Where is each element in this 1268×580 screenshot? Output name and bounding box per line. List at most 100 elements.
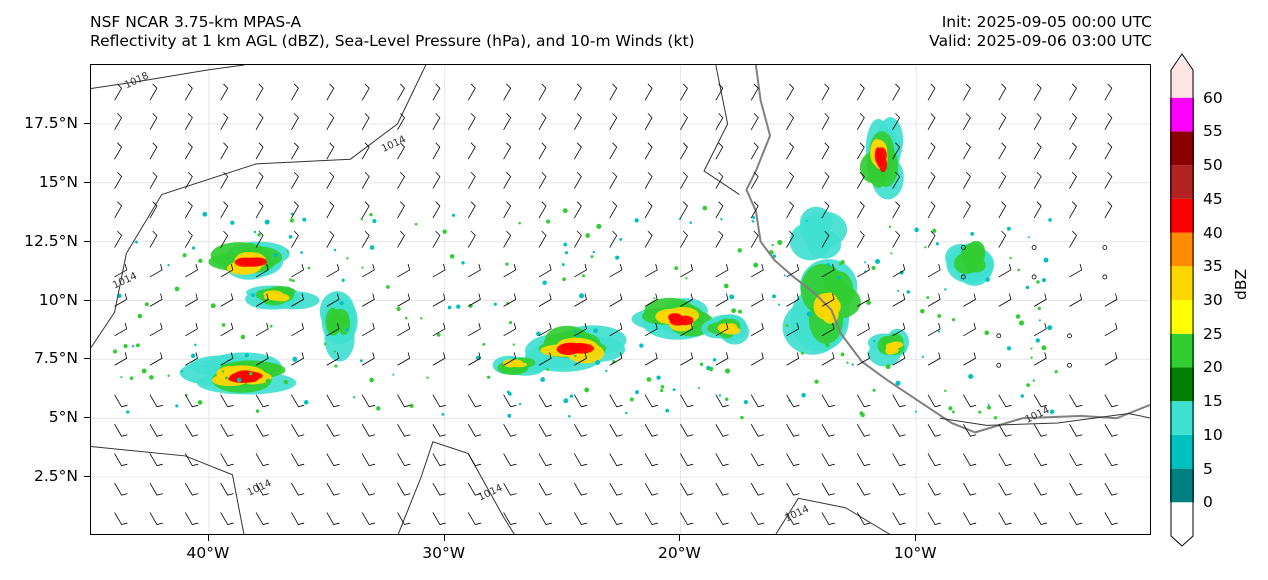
wind-barb — [397, 352, 411, 366]
wind-barb — [644, 352, 658, 366]
wind-barb — [114, 83, 123, 101]
wind-barb — [1033, 83, 1042, 101]
echo-speck — [194, 343, 197, 347]
wind-barb — [220, 171, 229, 189]
reflectivity-cell — [631, 297, 715, 340]
echo-speck — [993, 416, 998, 420]
wind-barb — [680, 171, 688, 189]
wind-barb — [821, 171, 830, 189]
wind-barb — [856, 142, 865, 160]
wind-barb — [963, 83, 971, 101]
wind-barb — [715, 142, 724, 160]
colorbar-tick-label: 60 — [1203, 88, 1223, 107]
wind-barb — [715, 171, 724, 189]
wind-barb — [750, 322, 764, 337]
wind-barb — [892, 83, 901, 101]
echo-speck — [1025, 285, 1030, 290]
wind-barb — [1033, 142, 1042, 160]
wind-barb — [220, 453, 234, 467]
reflectivity-cell — [208, 241, 290, 280]
echo-speck — [800, 351, 804, 355]
echo-speck — [191, 246, 196, 250]
wind-barb — [220, 113, 229, 130]
colorbar-segment — [1170, 300, 1194, 334]
wind-barb — [255, 423, 269, 437]
wind-barb — [715, 423, 729, 437]
wind-barb — [750, 264, 764, 278]
echo-speck — [967, 267, 973, 272]
echo-speck — [536, 331, 541, 337]
wind-barb — [609, 142, 618, 160]
wind-barb — [609, 352, 623, 366]
reflectivity-patch — [724, 323, 738, 334]
wind-barb — [1033, 201, 1042, 219]
wind-barb — [114, 394, 128, 408]
echo-speck — [860, 412, 865, 418]
wind-barb — [609, 264, 623, 278]
scattered-echoes — [112, 205, 1058, 420]
wind-barb — [998, 171, 1007, 189]
wind-barb — [114, 512, 128, 526]
wind-barb — [468, 352, 481, 366]
wind-barb — [149, 453, 163, 467]
wind-barb — [857, 293, 870, 307]
echo-speck — [456, 304, 461, 309]
wind-barb — [220, 293, 234, 307]
wind-barb — [857, 264, 870, 278]
wind-barb — [963, 352, 976, 366]
wind-barb — [609, 201, 618, 219]
isobar-label: 1014 — [380, 134, 408, 155]
latitude-tick-label: 10°N — [38, 290, 78, 309]
wind-barb — [644, 264, 658, 278]
wind-barb — [291, 394, 305, 408]
wind-barb — [538, 482, 552, 496]
wind-barb — [255, 352, 269, 366]
wind-barb — [1069, 230, 1077, 248]
echo-speck — [625, 411, 628, 415]
echo-speck — [255, 409, 260, 413]
wind-barb — [715, 230, 724, 248]
echo-speck — [772, 254, 777, 258]
wind-barb — [397, 230, 406, 248]
wind-barb — [1104, 453, 1118, 467]
wind-barb — [538, 83, 547, 101]
coastline — [745, 65, 1150, 434]
echo-speck — [639, 343, 644, 348]
echo-speck — [1030, 356, 1033, 359]
wind-barb — [326, 423, 340, 437]
echo-speck — [708, 366, 714, 372]
wind-barb — [397, 394, 411, 408]
wind-barb — [715, 83, 724, 101]
echo-speck — [449, 254, 455, 259]
echo-speck — [345, 328, 349, 332]
isobar-line — [91, 446, 245, 534]
echo-speck — [569, 394, 574, 398]
echo-speck — [333, 248, 337, 252]
wind-barb — [114, 423, 128, 437]
latitude-tick-mark — [84, 358, 90, 360]
echo-speck — [1043, 257, 1049, 263]
wind-barb — [644, 482, 658, 496]
echo-speck — [924, 246, 927, 249]
wind-barb — [149, 423, 163, 437]
colorbar-tick-label: 45 — [1203, 189, 1223, 208]
wind-barb — [715, 201, 724, 219]
wind-barb — [361, 201, 370, 219]
echo-speck — [182, 253, 187, 258]
wind-barb — [326, 453, 340, 467]
latitude-tick-label: 7.5°N — [34, 349, 78, 368]
wind-barb — [609, 394, 623, 408]
echo-speck — [584, 387, 590, 393]
wind-barb — [750, 230, 759, 248]
echo-speck — [286, 250, 289, 253]
echo-speck — [629, 397, 634, 402]
echo-speck — [970, 232, 975, 236]
wind-barb — [892, 322, 906, 337]
wind-barb — [503, 394, 517, 408]
latitude-tick-mark — [84, 240, 90, 242]
echo-speck — [771, 244, 774, 247]
wind-barb — [114, 201, 123, 219]
echo-speck — [702, 205, 708, 211]
wind-barb — [503, 171, 512, 189]
calm-wind-marker — [1102, 245, 1108, 250]
